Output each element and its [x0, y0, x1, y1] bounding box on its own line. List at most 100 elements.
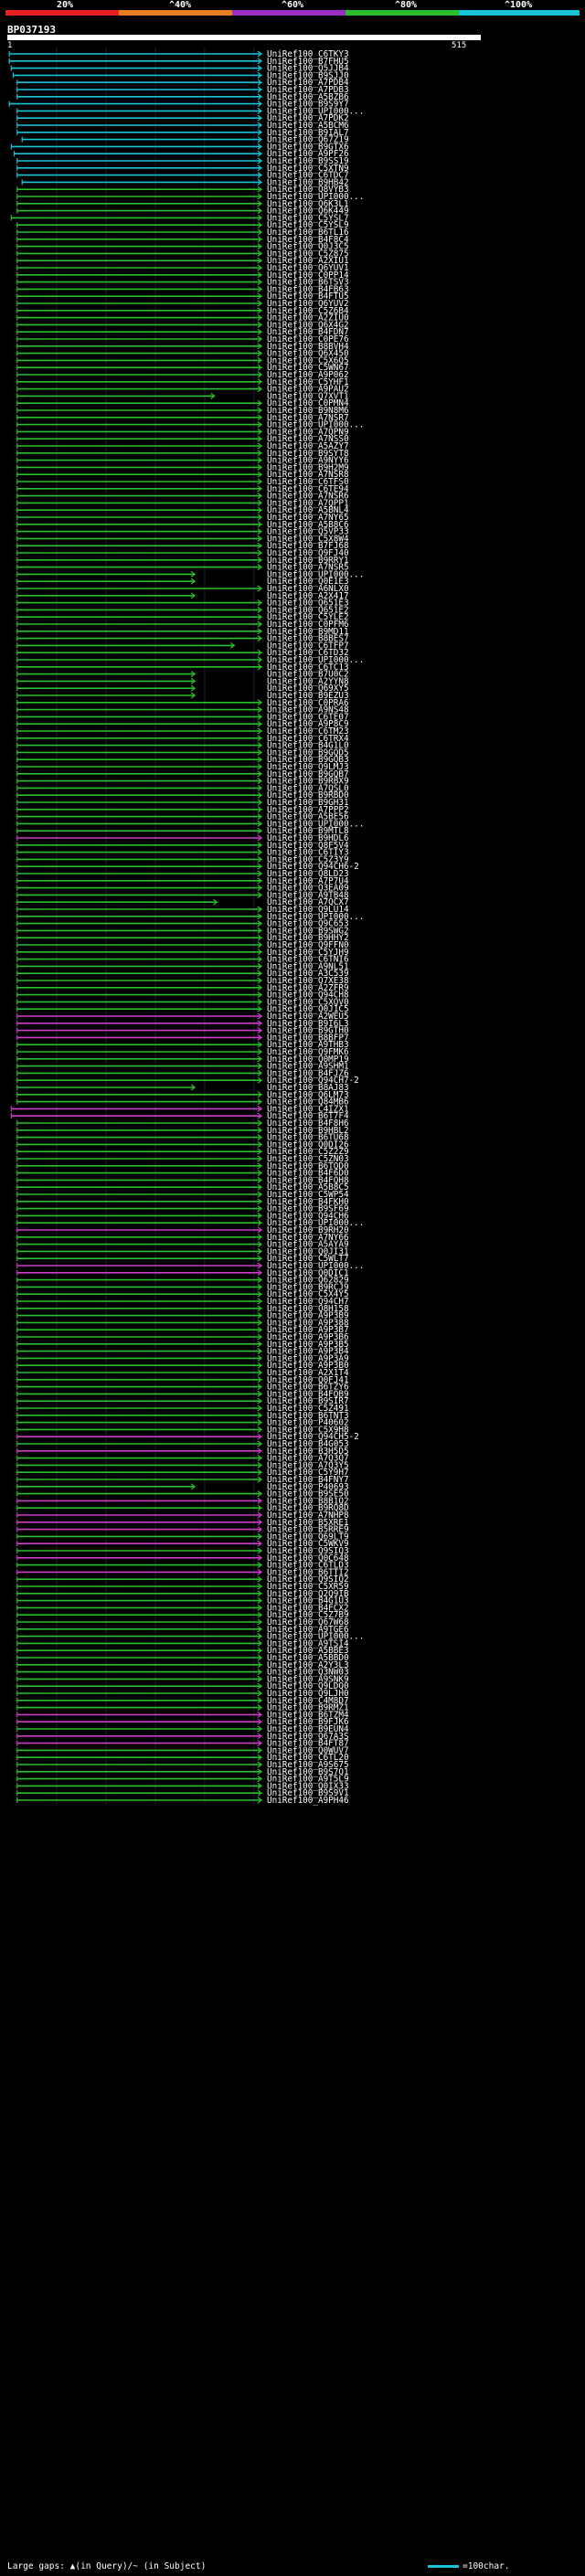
hit-label[interactable]: UniRef100_Q94CH5-2	[267, 1432, 359, 1442]
hit-row[interactable]: UniRef100_Q0J3C5	[16, 242, 349, 252]
hit-row[interactable]: UniRef100_A9NYY6	[16, 456, 349, 466]
hit-label[interactable]: UniRef100_C6TD32	[267, 648, 349, 658]
hit-row[interactable]: UniRef100_B9HB42	[21, 177, 349, 187]
hit-label[interactable]: UniRef100_B9IAL7	[267, 128, 349, 138]
hit-row[interactable]: UniRef100_B9GTH0	[16, 1026, 349, 1036]
hit-row[interactable]: UniRef100_A3C539	[16, 969, 349, 979]
hit-row[interactable]: UniRef100_A7PPP2	[16, 805, 349, 815]
hit-label[interactable]: UniRef100_A7PDK2	[267, 113, 349, 123]
hit-row[interactable]: UniRef100_B4FCX2	[16, 1603, 349, 1613]
hit-label[interactable]: UniRef100_A5BE56	[267, 812, 349, 822]
hit-label[interactable]: UniRef100_Q6LM73	[267, 1090, 349, 1100]
hit-row[interactable]: UniRef100_B9H2M9	[16, 462, 349, 472]
hit-label[interactable]: UniRef100_B9EZU3	[267, 691, 349, 701]
hit-label[interactable]: UniRef100_B7U0C2	[267, 670, 349, 680]
hit-row[interactable]: UniRef100_A5BBD0	[16, 1653, 349, 1663]
hit-row[interactable]: UniRef100_A7NSR6	[16, 492, 349, 502]
hit-label[interactable]: UniRef100_Q8F5V4	[267, 841, 349, 851]
hit-label[interactable]: UniRef100_A5B8C6	[267, 520, 349, 530]
hit-row[interactable]: UniRef100_C0PP14	[16, 270, 349, 281]
hit-row[interactable]: UniRef100_B9RRY1	[16, 556, 349, 566]
hit-row[interactable]: UniRef100_A2XIU1	[16, 256, 349, 266]
hit-row[interactable]: UniRef100_A7NSS0	[16, 434, 349, 444]
hit-row[interactable]: UniRef100_P40602	[16, 1418, 349, 1428]
hit-label[interactable]: UniRef100_B9N8M6	[267, 406, 349, 416]
hit-label[interactable]: UniRef100_B6TZY6	[267, 1383, 349, 1393]
hit-label[interactable]: UniRef100_Q94CH8	[267, 991, 349, 1001]
hit-row[interactable]: UniRef100_A7PDB3	[16, 85, 349, 95]
hit-label[interactable]: UniRef100_Q94CH6-2	[267, 862, 359, 872]
hit-label[interactable]: UniRef100_A9TGE6	[267, 1625, 349, 1635]
hit-row[interactable]: UniRef100_A7NHP8	[16, 1511, 349, 1521]
hit-label[interactable]: UniRef100_B9SIR7	[267, 1396, 349, 1406]
hit-row[interactable]: UniRef100_Q5JJB4	[10, 64, 349, 74]
hit-row[interactable]: UniRef100_A9NS48	[16, 705, 349, 716]
hit-row[interactable]: UniRef100_Q94CH8	[16, 991, 349, 1001]
hit-label[interactable]: UniRef100_A7QPP1	[267, 498, 349, 508]
hit-label[interactable]: UniRef100_B7FJ68	[267, 541, 349, 551]
hit-row[interactable]: UniRef100_Q69XY5	[16, 684, 349, 694]
hit-row[interactable]: UniRef100_B4F8H6	[16, 1118, 349, 1129]
hit-row[interactable]: UniRef100_A9P8C9	[16, 719, 349, 729]
hit-row[interactable]: UniRef100_B9EZU3	[16, 691, 349, 701]
hit-label[interactable]: UniRef100_A7NY65	[267, 513, 349, 523]
hit-row[interactable]: UniRef100_C6TC13	[16, 663, 349, 673]
hit-row[interactable]: UniRef100_C5X8W4	[16, 534, 349, 544]
hit-label[interactable]: UniRef100_B4FNY7	[267, 1475, 349, 1485]
hit-label[interactable]: UniRef100_A7PPP2	[267, 805, 349, 815]
hit-label[interactable]: UniRef100_Q6X4G2	[267, 320, 349, 330]
hit-row[interactable]: UniRef100_B9RBX9	[16, 777, 349, 787]
hit-row[interactable]: UniRef100_Q0C648	[16, 1553, 349, 1564]
hit-label[interactable]: UniRef100_A7NY66	[267, 1233, 349, 1243]
hit-row[interactable]: UniRef100_C4M8D7	[16, 1696, 349, 1706]
hit-label[interactable]: UniRef100_B4F8H6	[267, 1118, 349, 1129]
hit-row[interactable]: UniRef100_A5B8C6	[16, 520, 349, 530]
hit-row[interactable]: UniRef100_A5BBE3	[16, 1646, 349, 1656]
hit-row[interactable]: UniRef100_C6TDC7	[16, 171, 349, 181]
hit-label[interactable]: UniRef100_B9MD11	[267, 627, 349, 637]
hit-row[interactable]: UniRef100_A9PAU2	[16, 385, 349, 395]
hit-label[interactable]: UniRef100_B4F6D0	[267, 1169, 349, 1179]
hit-label[interactable]: UniRef100_B4G053	[267, 1439, 349, 1449]
hit-label[interactable]: UniRef100_Q0DI26	[267, 1140, 349, 1150]
hit-label[interactable]: UniRef100_Q7XE38	[267, 976, 349, 986]
hit-label[interactable]: UniRef100_C5Y9H7	[267, 1468, 349, 1478]
hit-row[interactable]: UniRef100_P40693	[16, 1482, 349, 1492]
hit-label[interactable]: UniRef100_Q67A3S	[267, 1732, 349, 1742]
hit-label[interactable]: UniRef100_Q0E1E3	[267, 577, 349, 587]
hit-row[interactable]: UniRef100_A7QPN9	[16, 427, 349, 437]
hit-row[interactable]: UniRef100_A9THB3	[16, 1040, 349, 1050]
hit-row[interactable]: UniRef100_B8B1Q2	[16, 1496, 349, 1506]
hit-label[interactable]: UniRef100_B4G1U3	[267, 1596, 349, 1606]
hit-row[interactable]: UniRef100_B6TTI2	[16, 1567, 349, 1577]
hit-row[interactable]: UniRef100_B4FNY7	[16, 1475, 349, 1485]
hit-label[interactable]: UniRef100_A2X417	[267, 591, 349, 601]
hit-row[interactable]: UniRef100_B9GH31	[16, 798, 349, 808]
hit-row[interactable]: UniRef100_Q0MP19	[16, 1055, 349, 1065]
hit-row[interactable]: UniRef100_UPI000...	[16, 819, 365, 829]
hit-label[interactable]: UniRef100_B9S7Q1	[267, 1767, 349, 1777]
hit-label[interactable]: UniRef100_C5Z6B4	[267, 306, 349, 316]
hit-label[interactable]: UniRef100_A7Q3Y5	[267, 1460, 349, 1470]
hit-row[interactable]: UniRef100_Q9SIQ3	[16, 1546, 349, 1556]
hit-label[interactable]: UniRef100_A7NSR6	[267, 492, 349, 502]
hit-label[interactable]: UniRef100_B4FCX2	[267, 1603, 349, 1613]
hit-row[interactable]: UniRef100_Q8H158	[16, 1304, 349, 1314]
hit-row[interactable]: UniRef100_A2YYN8	[16, 676, 349, 686]
hit-label[interactable]: UniRef100_B4FQH8	[267, 1175, 349, 1185]
hit-row[interactable]: UniRef100_C5YHF1	[16, 377, 349, 387]
hit-label[interactable]: UniRef100_A7PDB4	[267, 78, 349, 88]
hit-row[interactable]: UniRef100_B9HBL2	[16, 1126, 349, 1136]
hit-row[interactable]: UniRef100_C6TE07	[16, 712, 349, 722]
hit-label[interactable]: UniRef100_C5XTN9	[267, 164, 349, 174]
hit-label[interactable]: UniRef100_A2WEU5	[267, 1012, 349, 1022]
hit-row[interactable]: UniRef100_B9HHY2	[16, 933, 349, 943]
hit-row[interactable]: UniRef100_UPI000...	[16, 912, 365, 922]
hit-row[interactable]: UniRef100_A9TB48	[16, 890, 349, 900]
hit-row[interactable]: UniRef100_Q0J1C5	[16, 1004, 349, 1014]
hit-row[interactable]: UniRef100_C5YSL7	[10, 213, 349, 223]
hit-row[interactable]: UniRef100_A9S675	[16, 1760, 349, 1770]
hit-row[interactable]: UniRef100_Q0DI26	[16, 1140, 349, 1150]
hit-row[interactable]: UniRef100_C5Z3Y9	[16, 854, 349, 864]
hit-row[interactable]: UniRef100_A7PDK2	[16, 113, 349, 123]
